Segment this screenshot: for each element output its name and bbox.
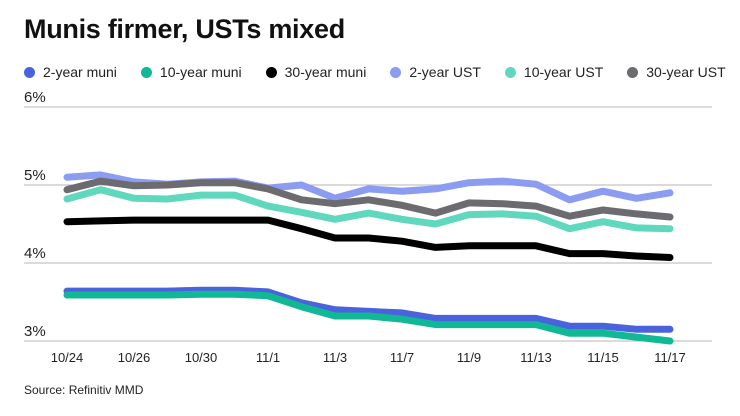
legend-label: 10-year muni (159, 64, 242, 80)
legend-label: 30-year muni (284, 64, 367, 80)
legend-swatch-icon (504, 66, 516, 78)
series-lines (63, 171, 674, 345)
legend-label: 2-year muni (43, 64, 117, 80)
y-tick-label: 5% (24, 167, 46, 184)
legend-item-10-year-ust: 10-year UST (504, 64, 604, 80)
legend-label: 30-year UST (646, 64, 726, 80)
source-note: Source: Refinitiv MMD (24, 383, 144, 397)
series-line-30-year-muni (63, 216, 674, 261)
legend-label: 10-year UST (523, 64, 604, 80)
legend-swatch-icon (627, 66, 639, 78)
y-axis-labels: 3% 4% 5% 6% (24, 89, 46, 340)
x-tick-label: 11/3 (323, 350, 347, 365)
legend-swatch-icon (24, 66, 35, 78)
x-tick-label: 10/30 (185, 350, 218, 365)
x-tick-label: 11/15 (587, 350, 619, 365)
x-tick-label: 11/9 (457, 350, 481, 365)
x-tick-label: 10/24 (51, 350, 84, 365)
legend-item-30-year-ust: 30-year UST (627, 64, 726, 80)
legend-label: 2-year UST (409, 64, 481, 80)
legend-swatch-icon (390, 66, 402, 78)
x-tick-label: 11/1 (256, 350, 280, 365)
gridlines (24, 106, 712, 342)
y-tick-label: 6% (24, 89, 46, 106)
series-line-30-year-ust (63, 177, 674, 221)
x-tick-label: 11/7 (390, 350, 414, 365)
series-line-10-year-ust (63, 186, 674, 233)
x-tick-label: 11/17 (654, 350, 686, 365)
x-tick-label: 10/26 (118, 350, 151, 365)
chart-title: Munis firmer, USTs mixed (24, 14, 345, 44)
series-line-2-year-muni (63, 286, 674, 333)
x-axis-labels: 10/24 10/26 10/30 11/1 11/3 11/7 11/9 11/13 11/1… (51, 350, 686, 365)
legend: 2-year muni 10-year muni 30-year muni 2-… (24, 64, 726, 80)
legend-item-10-year-muni: 10-year muni (140, 64, 242, 80)
legend-swatch-icon (265, 66, 277, 78)
legend-item-2-year-muni: 2-year muni (24, 64, 117, 80)
legend-item-30-year-muni: 30-year muni (265, 64, 367, 80)
x-tick-label: 11/13 (520, 350, 552, 365)
y-tick-label: 3% (24, 323, 46, 340)
series-line-10-year-muni (63, 290, 674, 345)
y-tick-label: 4% (24, 245, 46, 262)
legend-item-2-year-ust: 2-year UST (390, 64, 481, 80)
legend-swatch-icon (140, 66, 152, 78)
